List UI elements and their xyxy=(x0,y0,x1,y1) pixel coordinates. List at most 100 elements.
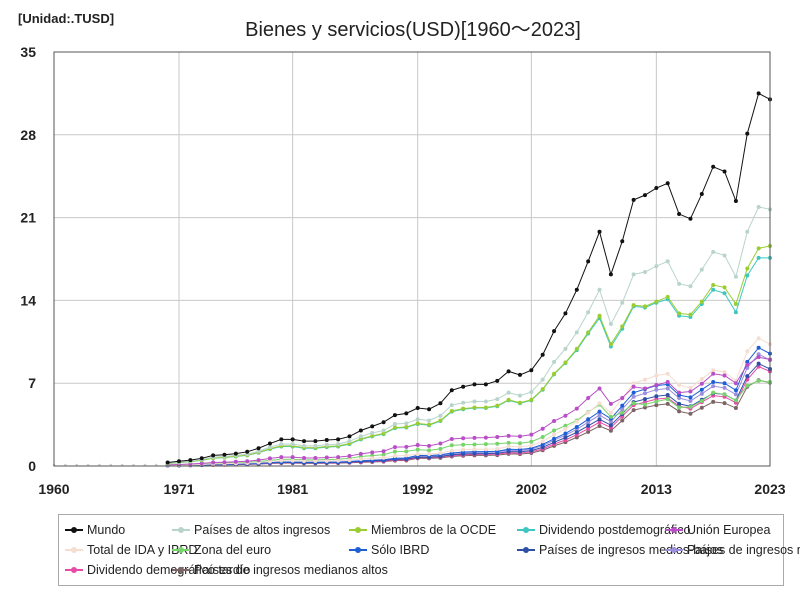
series-1-point xyxy=(563,311,568,316)
series-3-point xyxy=(381,431,386,436)
series-6-point xyxy=(483,447,488,452)
series-8-point xyxy=(688,395,693,400)
series-2-point xyxy=(654,264,659,269)
series-5-point xyxy=(370,450,375,455)
legend-label: Países de ingresos medios-bajos xyxy=(539,543,724,557)
series-1-point xyxy=(472,382,477,387)
series-2-point xyxy=(688,284,693,289)
series-11-point xyxy=(597,420,602,425)
series-5-point xyxy=(199,461,204,466)
series-1-point xyxy=(256,446,261,451)
series-2-point xyxy=(586,310,591,315)
series-3-point xyxy=(438,418,443,423)
series-10-point xyxy=(699,391,704,396)
series-7-point xyxy=(552,428,557,433)
series-1-point xyxy=(438,401,443,406)
series-5-point xyxy=(347,453,352,458)
series-7-point xyxy=(620,410,625,415)
series-12-point xyxy=(688,411,693,416)
series-6-point xyxy=(472,447,477,452)
legend-item: Miembros de la OCDE xyxy=(349,523,496,537)
series-5-point xyxy=(654,382,659,387)
series-6-point xyxy=(449,448,454,453)
series-2-point xyxy=(756,204,761,209)
series-7-point xyxy=(392,449,397,454)
series-2-line xyxy=(167,206,771,464)
series-6-point xyxy=(654,373,659,378)
series-11-point xyxy=(586,426,591,431)
series-10-point xyxy=(756,352,761,357)
series-10-point xyxy=(722,385,727,390)
legend-swatch xyxy=(65,526,83,534)
series-6-point xyxy=(540,439,545,444)
series-6-point xyxy=(699,377,704,382)
series-5-point xyxy=(336,455,341,460)
series-8-point xyxy=(552,436,557,441)
series-1 xyxy=(165,91,772,465)
series-3-point xyxy=(449,408,454,413)
series-6-point xyxy=(415,452,420,457)
series-10-point xyxy=(654,387,659,392)
series-6-point xyxy=(608,410,613,415)
series-6-point xyxy=(279,458,284,463)
x-tick-label: 1992 xyxy=(402,481,433,497)
series-8-point xyxy=(540,442,545,447)
legend-item: Países de ingresos medianos altos xyxy=(172,563,388,577)
series-2-point xyxy=(745,229,750,234)
legend-item: Unión Europea xyxy=(665,523,770,537)
legend-label: Países de ingresos medianos altos xyxy=(194,563,388,577)
series-1-point xyxy=(608,272,613,277)
series-5-point xyxy=(699,381,704,386)
series-3-point xyxy=(722,285,727,290)
series-2-point xyxy=(608,322,613,327)
series-3-point xyxy=(688,312,693,317)
series-10-point xyxy=(631,394,636,399)
series-6-point xyxy=(370,456,375,461)
series-1-point xyxy=(279,437,284,442)
series-2-point xyxy=(427,418,432,423)
series-9-point xyxy=(654,394,659,399)
series-2-point xyxy=(404,421,409,426)
series-2-point xyxy=(267,445,272,450)
series-10-point xyxy=(620,407,625,412)
series-5-point xyxy=(552,419,557,424)
grid xyxy=(52,52,770,467)
series-7-point xyxy=(517,441,522,446)
series-7-point xyxy=(483,442,488,447)
series-3-point xyxy=(506,397,511,402)
series-1-point xyxy=(483,382,488,387)
series-2-point xyxy=(631,272,636,277)
legend-item: Países de altos ingresos xyxy=(172,523,330,537)
series-5-point xyxy=(279,455,284,460)
series-10 xyxy=(165,352,772,468)
series-3-point xyxy=(370,433,375,438)
series-1-point xyxy=(427,407,432,412)
legend-label: Miembros de la OCDE xyxy=(371,523,497,537)
legend-swatch xyxy=(665,526,683,534)
series-3-point xyxy=(642,304,647,309)
series-12-point xyxy=(733,406,738,411)
series-2-point xyxy=(438,413,443,418)
series-10-point xyxy=(642,391,647,396)
series-9-point xyxy=(745,374,750,379)
series-12-point xyxy=(711,399,716,404)
series-5-point xyxy=(267,456,272,461)
series-3-point xyxy=(392,425,397,430)
series-5-point xyxy=(222,460,227,465)
series-5-point xyxy=(495,435,500,440)
series-6-point xyxy=(517,444,522,449)
series-1-point xyxy=(574,287,579,292)
series-12-point xyxy=(654,403,659,408)
series-7-point xyxy=(665,397,670,402)
series-6-point xyxy=(290,458,295,463)
series-7-point xyxy=(654,399,659,404)
series-5 xyxy=(165,355,772,467)
series-5-point xyxy=(608,401,613,406)
series-9-point xyxy=(597,417,602,422)
legend-swatch xyxy=(517,546,535,554)
series-6-point xyxy=(267,459,272,464)
unit-label: [Unidad:.TUSD] xyxy=(18,11,115,26)
series-6-point xyxy=(313,459,318,464)
series-6-point xyxy=(574,419,579,424)
series-6-point xyxy=(461,447,466,452)
